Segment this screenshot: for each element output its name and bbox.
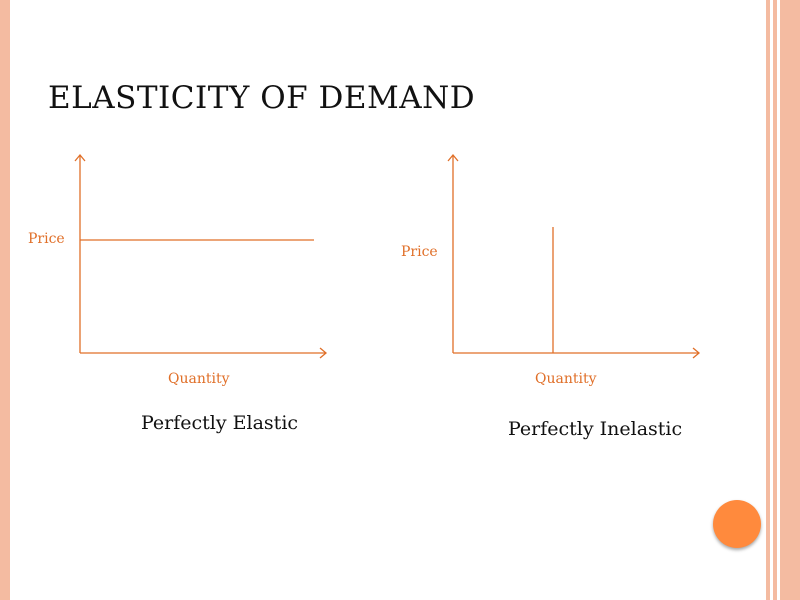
inelastic-x-arrowhead [692,347,701,359]
elastic-quantity-label: Quantity [168,371,230,387]
inelastic-diagram [447,153,701,359]
right-accent-stripe [766,0,770,600]
elastic-price-label: Price [28,231,65,247]
inelastic-caption: Perfectly Inelastic [508,418,683,440]
elastic-x-arrowhead [319,347,328,359]
decorative-circle [713,500,761,548]
inelastic-quantity-label: Quantity [535,371,597,387]
right-accent-stripe [773,0,777,600]
elastic-y-arrowhead [74,153,86,162]
left-accent-bar [0,0,10,600]
inelastic-price-label: Price [401,244,438,260]
slide-title: ELASTICITY OF DEMAND [48,80,476,116]
elastic-diagram [74,153,328,359]
right-accent-stripe [780,0,800,600]
elastic-caption: Perfectly Elastic [141,412,299,434]
inelastic-y-arrowhead [447,153,459,162]
